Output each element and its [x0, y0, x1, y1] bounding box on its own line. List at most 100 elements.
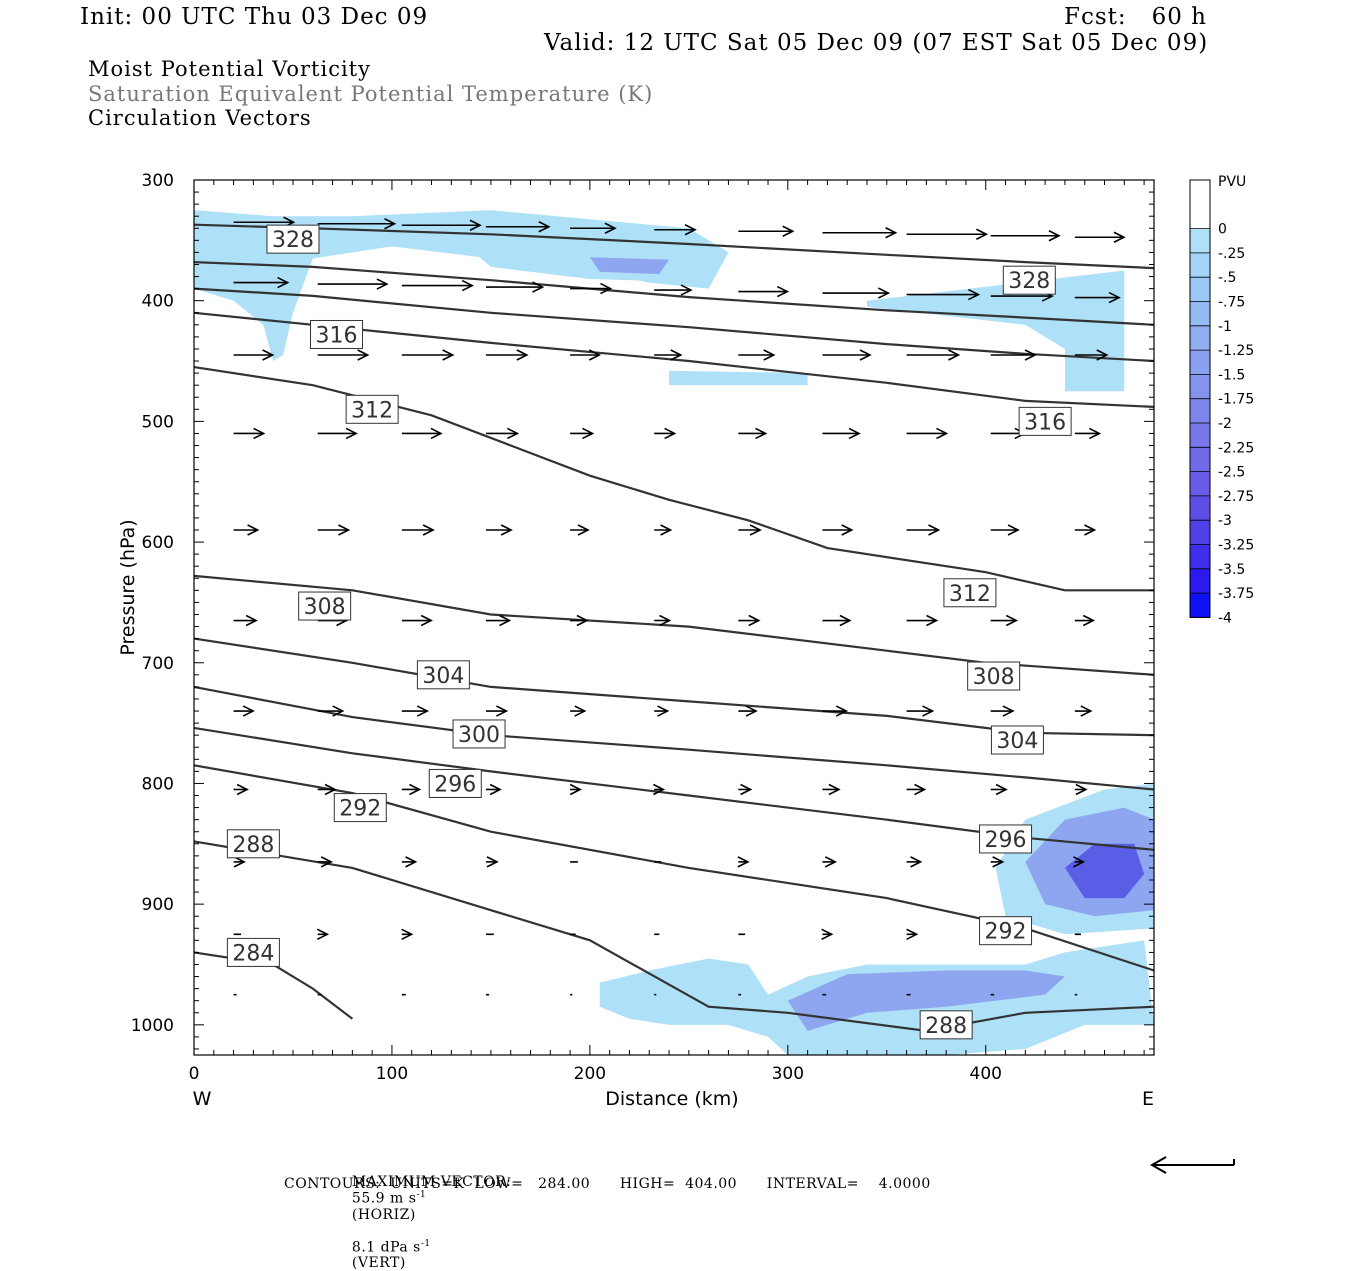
pv-fill-upper-mid	[589, 257, 670, 275]
circulation-vector-head	[749, 524, 762, 536]
circulation-vector-head	[574, 705, 587, 717]
legend-label: 0	[1218, 222, 1227, 238]
circulation-vector-head	[236, 783, 249, 796]
circulation-vector-head	[500, 524, 513, 536]
circulation-vector-head	[507, 427, 520, 440]
contour-label-text: 300	[458, 723, 500, 748]
contour-label-text: 312	[351, 398, 393, 423]
legend-label: -3.5	[1218, 562, 1245, 578]
circulation-vector-head	[499, 614, 512, 627]
circulation-vector-head	[1005, 614, 1019, 627]
circulation-vector-head	[420, 614, 433, 627]
legend-swatch	[1190, 252, 1210, 278]
cross-section-chart: 328 328 316 316 312 312 308 308 304 304 300 296 296 2…	[117, 171, 1254, 1174]
contour-label-text: 304	[422, 664, 464, 689]
legend-swatch	[1190, 423, 1210, 448]
circulation-vector-head	[664, 427, 677, 440]
contour-label-text: 284	[232, 941, 274, 966]
circulation-vector-head	[680, 284, 693, 296]
circulation-vector-head	[582, 427, 595, 440]
contour-label-text: 316	[1024, 410, 1066, 435]
circulation-vector-head	[926, 614, 939, 627]
y-tick-label: 400	[142, 292, 174, 312]
contour-312	[193, 366, 1154, 592]
contour-300	[193, 685, 1155, 791]
circulation-vector-head	[821, 928, 834, 941]
circulation-vector-head	[376, 278, 389, 290]
circulation-vector-head	[839, 614, 852, 627]
contour-324	[193, 261, 1155, 326]
circulation-vector-head	[740, 783, 753, 796]
circulation-vector-head	[1084, 524, 1097, 536]
circulation-vector-head	[532, 281, 545, 293]
contour-label-292-0: 292	[333, 793, 387, 823]
legend-label: -3.25	[1218, 538, 1254, 554]
circulation-vector-head	[1082, 614, 1096, 627]
circulation-vector-head	[670, 349, 683, 361]
circulation-vector-head	[496, 705, 509, 717]
contour-label-box	[345, 394, 399, 424]
circulation-vector-head	[405, 856, 418, 868]
contour-label-304-0: 304	[416, 660, 470, 690]
circulation-vector-head	[442, 349, 455, 361]
pv-fill-mid-strip	[669, 370, 808, 386]
contour-320	[193, 287, 1155, 363]
circulation-vector-head	[338, 524, 351, 536]
circulation-vector-head	[1108, 291, 1121, 304]
contour-label-292-1: 292	[979, 916, 1033, 946]
pv-fill-east-core	[1064, 843, 1145, 899]
legend-swatch	[1190, 277, 1210, 302]
circulation-vector-head	[948, 349, 961, 361]
plot-frame	[193, 179, 1155, 1056]
legend-unit: PVU	[1218, 174, 1246, 190]
contour-label-text: 316	[316, 323, 358, 348]
contour-label-box	[452, 719, 506, 749]
contour-label-328-0: 328	[266, 224, 320, 254]
circulation-vector-head	[968, 288, 981, 301]
circulation-vector-head	[588, 349, 602, 361]
circulation-vector-head	[936, 427, 949, 440]
contour-label-text: 296	[434, 772, 476, 797]
circulation-vector-head	[776, 285, 790, 298]
vert-exp: -1	[420, 1238, 431, 1249]
contour-label-text: 304	[996, 729, 1038, 754]
contour-label-304-1: 304	[990, 725, 1044, 755]
x-tick-label: 0	[189, 1064, 200, 1084]
reference-arrow	[1149, 1156, 1235, 1174]
legend-label: -1.25	[1218, 343, 1254, 359]
pv-fill-upper-west	[194, 210, 729, 362]
y-tick-label: 800	[142, 774, 174, 794]
legend-swatch	[1190, 495, 1210, 521]
contour-label-box	[310, 319, 364, 349]
circulation-vector-head	[737, 856, 750, 868]
pv-fill-layer	[194, 210, 1154, 1055]
contour-label-text: 308	[973, 665, 1015, 690]
circulation-vector-head	[1048, 230, 1061, 242]
contour-label-text: 292	[985, 920, 1027, 945]
circulation-vector-head	[253, 427, 266, 440]
legend-label: -3.75	[1218, 586, 1254, 602]
legend-swatch	[1190, 471, 1210, 496]
legend-label: -1.75	[1218, 392, 1254, 408]
contour-label-300-0: 300	[452, 719, 506, 749]
legend-swatch	[1190, 180, 1210, 205]
contour-label-text: 296	[985, 828, 1027, 853]
circulation-vector-head	[577, 524, 590, 536]
max-vector-line: MAXIMUM VECTOR: 55.9 m s-1 (HORIZ) 8.1 d…	[342, 1158, 511, 1271]
contour-label-296-0: 296	[428, 768, 482, 798]
legend-label: -2.75	[1218, 489, 1254, 505]
circulation-vector-head	[245, 614, 258, 627]
contour-info-line: CONTOURS: UNITS=K LOW= 284.00 HIGH= 404.…	[284, 1176, 931, 1192]
circulation-vector-head	[910, 856, 923, 868]
circulation-vector-head	[906, 928, 919, 941]
x-tick-label: 400	[970, 1064, 1002, 1084]
circulation-vector-head	[489, 783, 502, 796]
contour-label-288-1: 288	[919, 1010, 973, 1040]
circulation-vector-head	[824, 856, 838, 868]
circulation-vector-head	[660, 524, 673, 536]
circulation-vector-head	[345, 427, 358, 440]
contour-label-box	[1018, 406, 1072, 436]
contour-288	[193, 840, 1155, 1033]
pv-fill-upper-core	[471, 250, 709, 283]
circulation-vector-head	[782, 225, 795, 237]
